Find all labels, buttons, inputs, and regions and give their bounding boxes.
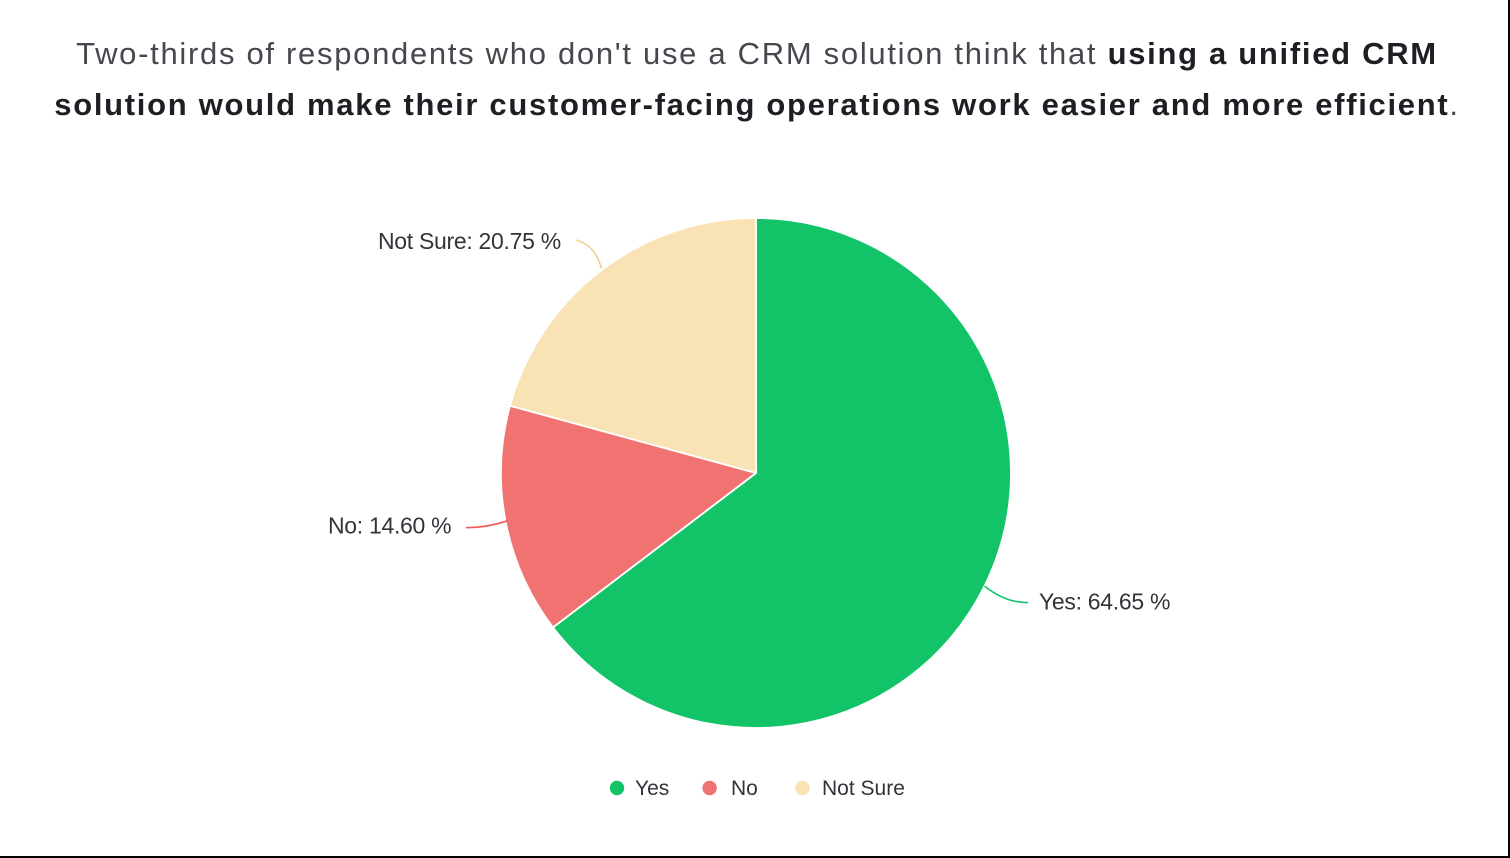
svg-text:Yes: 64.65 %: Yes: 64.65 % bbox=[1039, 589, 1170, 615]
svg-text:No: No bbox=[731, 777, 758, 800]
svg-text:Not Sure: Not Sure bbox=[822, 777, 905, 800]
svg-text:No: 14.60 %: No: 14.60 % bbox=[328, 513, 451, 539]
svg-text:Yes: Yes bbox=[635, 777, 669, 800]
svg-text:Not Sure: 20.75 %: Not Sure: 20.75 % bbox=[378, 228, 561, 254]
